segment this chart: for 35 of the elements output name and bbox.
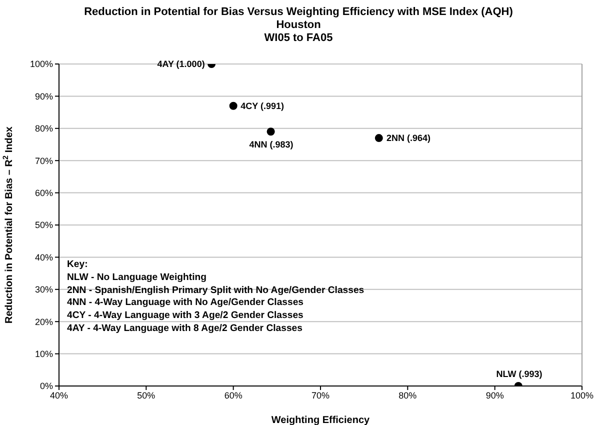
y-tick-label: 60% xyxy=(34,188,53,198)
annotation: NLW (.993) xyxy=(496,369,542,379)
y-tick-label: 100% xyxy=(30,59,53,70)
y-tick-label: 20% xyxy=(34,316,53,327)
x-tick-label: 60% xyxy=(224,390,242,400)
point xyxy=(229,102,238,110)
x-tick-label: 80% xyxy=(398,390,417,400)
y-tick-label: 50% xyxy=(34,220,53,230)
annotation: 2NN (.964) xyxy=(386,133,431,144)
y-tick-label: 90% xyxy=(34,91,53,102)
y-tick-label: 30% xyxy=(34,284,53,295)
annotation: 2NN - Spanish/English Primary Split with No Age/Gender Classes xyxy=(67,284,364,298)
y-tick-label: 80% xyxy=(34,124,53,134)
x-tick-label: 50% xyxy=(137,390,156,400)
point xyxy=(374,134,383,142)
x-tick-label: 100% xyxy=(570,390,594,400)
y-tick-label: 10% xyxy=(34,348,53,359)
chart-subtitle: Houston WI05 to FA05 xyxy=(263,19,334,45)
annotation: Key: xyxy=(67,259,89,272)
x-tick-label: 90% xyxy=(486,390,504,400)
point xyxy=(266,128,275,136)
y-tick-label: 70% xyxy=(34,156,53,166)
annotation: 4NN - 4-Way Language with No Age/Gender Classes xyxy=(67,297,305,310)
annotation: 4CY - 4-Way Language with 3 Age/2 Gender Classes xyxy=(67,310,304,323)
chart-title: Reduction in Potential for Bias Versus Weighting Efficiency with MSE Index (AQH) xyxy=(83,6,514,19)
annotation: 4CY (.991) xyxy=(240,100,284,111)
annotation: 4AY (1.000) xyxy=(157,59,205,69)
annotation: NLW - No Language Weighting xyxy=(67,272,208,285)
annotation: 4NN (.983) xyxy=(249,140,294,150)
x-tick-label: 70% xyxy=(311,390,330,400)
x-axis-title: Weighting Efficiency xyxy=(271,415,370,425)
annotation: 4AY - 4-Way Language with 8 Age/2 Gender Classes xyxy=(67,322,304,336)
y-tick-label: 0% xyxy=(40,381,53,392)
y-tick-label: 40% xyxy=(34,252,53,262)
x-tick-label: 40% xyxy=(50,390,68,400)
